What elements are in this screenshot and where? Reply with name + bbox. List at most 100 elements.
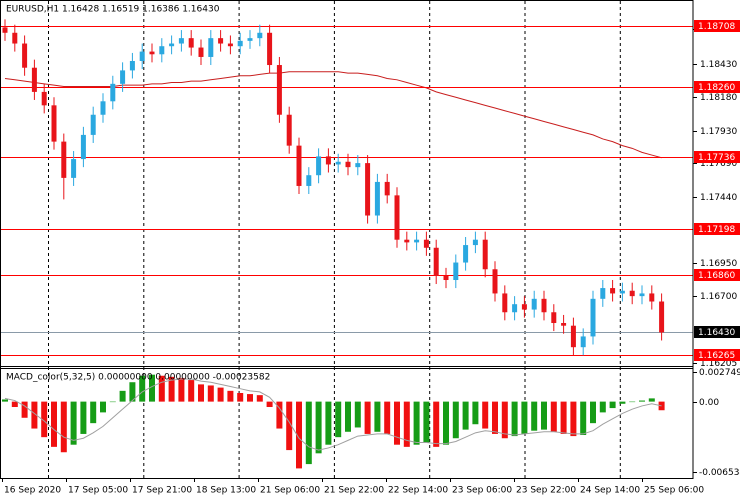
level-label: 1.18260 <box>698 83 735 93</box>
candle-body <box>512 304 518 313</box>
candle-body <box>276 65 282 115</box>
macd-bar <box>100 401 106 413</box>
candle-body <box>120 70 126 84</box>
candle-body <box>316 156 322 176</box>
candle-body <box>570 325 576 348</box>
candle-body <box>237 40 243 47</box>
candle-body <box>453 262 459 281</box>
macd-bar <box>109 401 116 403</box>
candle-body <box>159 46 165 55</box>
macd-bar <box>129 382 136 402</box>
macd-bar <box>21 401 28 418</box>
y-tick-label: 1.17690 <box>700 159 737 169</box>
macd-bar <box>296 401 302 469</box>
candle-body <box>325 156 331 165</box>
macd-bar <box>609 401 616 409</box>
chart-title: EURUSD,H1 1.16428 1.16519 1.16386 1.1643… <box>6 5 220 15</box>
candle-body <box>355 163 361 168</box>
x-tick-label: 22 Sep 14:00 <box>388 486 448 496</box>
candle-body <box>31 67 37 92</box>
candle-body <box>610 288 616 294</box>
x-tick-label: 18 Sep 13:00 <box>196 486 256 496</box>
candle-body <box>296 145 302 186</box>
candle-body <box>580 336 586 348</box>
indicator-title: MACD_color(5,32,5) 0.00000000 0.00000000… <box>6 373 270 383</box>
macd-bar <box>188 380 195 402</box>
candle-body <box>374 181 380 216</box>
macd-bar <box>403 401 410 447</box>
candle-body <box>149 51 155 55</box>
x-tick-label: 17 Sep 21:00 <box>132 486 192 496</box>
candle-body <box>541 298 547 313</box>
level-label-box <box>694 269 740 281</box>
candle-body <box>365 163 371 216</box>
x-tick-label: 17 Sep 05:00 <box>68 486 128 496</box>
candle-body <box>619 290 625 294</box>
level-label-box <box>694 20 740 32</box>
macd-bar <box>2 399 8 402</box>
candle-body <box>345 161 351 168</box>
macd-bar <box>541 401 547 430</box>
level-label-box <box>694 151 740 163</box>
macd-bar <box>168 376 175 402</box>
macd-bar <box>619 401 626 404</box>
candle-body <box>71 159 77 178</box>
candle-body <box>306 175 312 186</box>
level-label: 1.17198 <box>698 225 735 235</box>
candle-body <box>227 43 233 47</box>
macd-bar <box>345 401 351 432</box>
macd-bar <box>286 401 293 451</box>
candle-body <box>561 323 567 326</box>
y-tick-label: 0.0027495 <box>699 368 740 378</box>
candle-body <box>414 239 420 243</box>
candle-body <box>472 239 478 246</box>
y-tick-label: 1.17930 <box>700 127 737 137</box>
macd-bar <box>149 374 155 402</box>
macd-bar <box>374 401 381 432</box>
candle-body <box>139 51 145 61</box>
macd-bar <box>364 401 371 434</box>
macd-bar <box>139 375 146 402</box>
macd-bar <box>315 401 322 454</box>
signal-line <box>4 378 662 451</box>
level-label-box <box>694 349 740 361</box>
candle-body <box>531 298 537 310</box>
y-tick-label: 1.18430 <box>700 60 737 70</box>
candle-body <box>551 312 557 324</box>
macd-bar <box>511 401 518 437</box>
macd-bar <box>198 384 204 402</box>
macd-bar <box>70 401 77 445</box>
y-tick-label: 1.16700 <box>700 292 737 302</box>
macd-bar <box>256 395 263 402</box>
candle-body <box>404 239 410 243</box>
macd-bar <box>335 401 342 438</box>
macd-bar <box>11 401 18 408</box>
macd-bar <box>580 401 587 436</box>
macd-bar <box>443 401 449 445</box>
macd-bar <box>178 377 185 402</box>
level-label-box <box>694 223 740 235</box>
candle-body <box>22 43 28 68</box>
level-label: 1.17736 <box>698 153 735 163</box>
macd-bar <box>60 401 67 453</box>
candle-body <box>198 47 204 57</box>
candle-body <box>178 38 184 44</box>
y-tick-label: -0.0065341 <box>699 468 740 478</box>
candle-body <box>649 293 655 302</box>
macd-bar <box>590 401 596 424</box>
x-tick-label: 25 Sep 06:00 <box>644 486 704 496</box>
candle-body <box>443 275 449 281</box>
y-tick-label: 1.16950 <box>700 259 737 269</box>
candle-body <box>80 134 86 160</box>
macd-bar <box>207 385 214 402</box>
last-price-label: 1.16430 <box>698 328 735 338</box>
candle-body <box>659 301 665 333</box>
plot-frame <box>0 0 694 479</box>
y-tick-label: 0.00 <box>699 398 719 408</box>
macd-bar <box>41 401 48 438</box>
candle-body <box>51 105 57 142</box>
macd-bar <box>227 390 234 402</box>
candle-body <box>335 161 341 165</box>
macd-bar <box>550 401 557 432</box>
